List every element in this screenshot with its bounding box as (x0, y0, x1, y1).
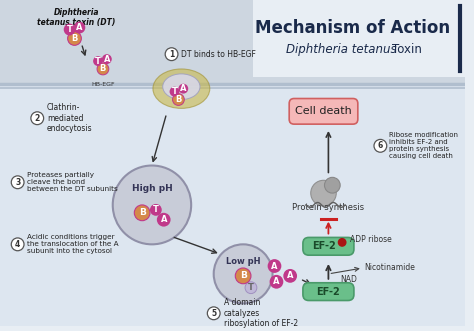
Circle shape (235, 268, 251, 284)
Text: T: T (153, 205, 159, 214)
Circle shape (311, 180, 336, 206)
Circle shape (73, 22, 85, 33)
Text: Mechanism of Action: Mechanism of Action (255, 19, 450, 37)
Text: 4: 4 (15, 240, 20, 249)
Text: B: B (71, 34, 78, 43)
Text: A: A (273, 277, 280, 286)
FancyBboxPatch shape (303, 237, 354, 255)
FancyBboxPatch shape (289, 99, 358, 124)
Circle shape (93, 56, 103, 66)
Text: A: A (287, 271, 293, 280)
Text: Diphtheria tetanus: Diphtheria tetanus (286, 43, 396, 56)
Circle shape (31, 112, 44, 125)
Circle shape (64, 24, 75, 35)
Text: DT binds to HB-EGF: DT binds to HB-EGF (182, 50, 256, 59)
Circle shape (113, 166, 191, 244)
Circle shape (157, 213, 171, 227)
Bar (253, 0, 465, 77)
Text: 2: 2 (35, 114, 40, 123)
Ellipse shape (163, 74, 200, 100)
Circle shape (374, 139, 387, 152)
Circle shape (207, 307, 220, 320)
Text: T: T (248, 283, 254, 292)
Text: Low pH: Low pH (226, 257, 260, 265)
Bar (0, 0, 465, 84)
Bar (0, 84, 465, 326)
Text: High pH: High pH (132, 184, 173, 193)
Circle shape (97, 63, 109, 75)
Text: NAD: NAD (340, 275, 357, 284)
Circle shape (173, 94, 184, 105)
Text: B: B (139, 208, 146, 217)
Text: ADP ribose: ADP ribose (350, 235, 392, 244)
Text: A: A (76, 23, 82, 32)
Circle shape (178, 84, 188, 94)
Text: A: A (271, 261, 278, 270)
Circle shape (337, 238, 346, 247)
Text: Proteases partially
cleave the bond
between the DT subunits: Proteases partially cleave the bond betw… (27, 172, 118, 192)
Text: 6: 6 (378, 141, 383, 150)
Text: A: A (180, 84, 187, 93)
Circle shape (245, 282, 257, 294)
Circle shape (150, 204, 162, 216)
Text: T: T (67, 25, 73, 34)
Text: T: T (95, 57, 101, 66)
Text: Clathrin-
mediated
endocytosis: Clathrin- mediated endocytosis (47, 103, 93, 133)
Text: Protein synthesis: Protein synthesis (292, 203, 365, 212)
Circle shape (11, 238, 24, 251)
Circle shape (102, 54, 112, 64)
Text: A: A (161, 215, 167, 224)
Text: 3: 3 (15, 178, 20, 187)
Text: HB-EGF: HB-EGF (91, 82, 115, 87)
Text: A domain
catalyzes
ribosylation of EF-2: A domain catalyzes ribosylation of EF-2 (224, 299, 298, 328)
Text: T: T (172, 87, 177, 96)
Text: Toxin: Toxin (392, 43, 422, 56)
Text: EF-2: EF-2 (317, 287, 340, 297)
Circle shape (134, 205, 150, 221)
Text: Cell death: Cell death (295, 106, 352, 116)
Text: 5: 5 (211, 309, 216, 318)
Text: B: B (100, 65, 106, 73)
Circle shape (283, 269, 297, 283)
Text: A: A (104, 55, 110, 64)
Text: EF-2: EF-2 (313, 241, 337, 251)
Circle shape (68, 31, 82, 45)
Circle shape (270, 275, 283, 289)
Text: Ribose modification
inhibits EF-2 and
protein synthesis
causing cell death: Ribose modification inhibits EF-2 and pr… (389, 132, 458, 159)
Circle shape (11, 176, 24, 189)
Text: Nicotinamide: Nicotinamide (365, 263, 416, 272)
Text: B: B (240, 271, 246, 280)
Circle shape (268, 259, 282, 273)
FancyBboxPatch shape (303, 283, 354, 301)
Text: 1: 1 (169, 50, 174, 59)
Circle shape (165, 48, 178, 61)
Circle shape (170, 87, 179, 97)
Circle shape (214, 244, 273, 304)
Ellipse shape (153, 69, 210, 108)
Text: B: B (175, 95, 182, 104)
Text: Acidic conditions trigger
the translocation of the A
subunit into the cytosol: Acidic conditions trigger the translocat… (27, 234, 119, 254)
Text: Diphtheria
tetanus toxin (DT): Diphtheria tetanus toxin (DT) (37, 8, 116, 27)
Circle shape (325, 177, 340, 193)
